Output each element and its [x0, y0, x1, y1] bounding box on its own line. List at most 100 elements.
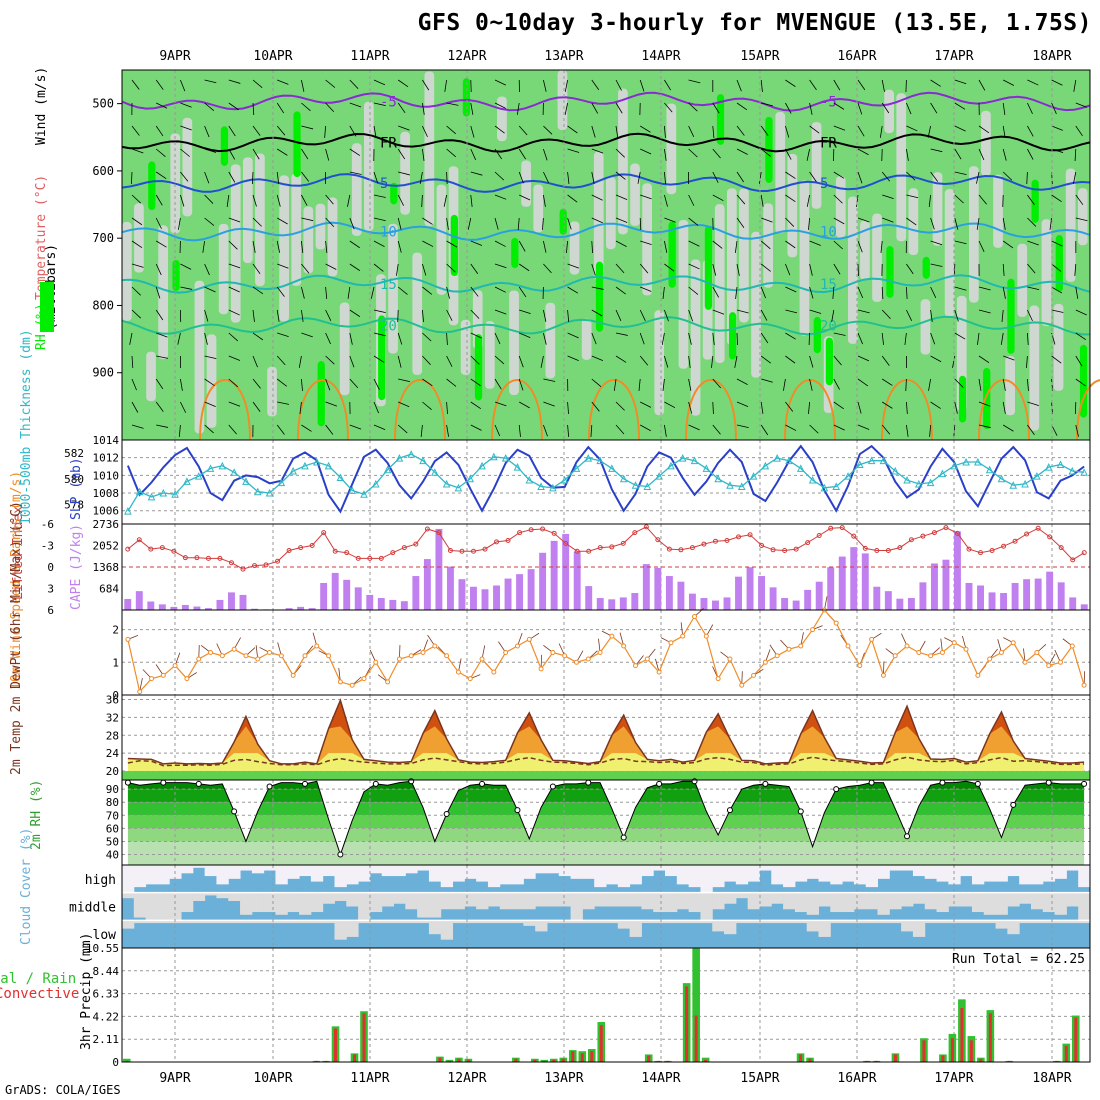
li-marker	[1081, 550, 1087, 556]
rh-moist-streak	[462, 78, 471, 117]
wind-barb	[349, 309, 361, 317]
wind-barb	[131, 125, 140, 136]
rh-dry-streak	[666, 103, 677, 195]
wind-barb	[881, 355, 890, 366]
cloud-cell	[546, 892, 560, 907]
wind-barb	[252, 263, 261, 274]
cape-bar	[204, 608, 212, 610]
wind-barb	[833, 79, 841, 91]
thickness-marker	[466, 474, 475, 483]
wind-barb	[156, 332, 168, 338]
wind-marker	[786, 646, 792, 652]
wind-barb	[978, 125, 990, 134]
wind-marker	[432, 643, 438, 649]
wind-barb	[1027, 424, 1035, 435]
wind-barb	[252, 355, 258, 368]
cape-bar	[735, 576, 742, 610]
wind-barb	[930, 286, 937, 298]
date-label-top: 13APR	[544, 49, 583, 64]
cloud-cell	[629, 920, 642, 937]
cloud-cell	[712, 865, 725, 888]
wind-barb	[736, 217, 745, 229]
wind-barb	[688, 355, 691, 368]
wind-marker	[385, 679, 391, 685]
wind-barb	[1075, 378, 1086, 387]
cape-bar	[815, 581, 823, 610]
wind-barb	[688, 332, 692, 345]
rh-dry-streak	[678, 219, 689, 369]
cloud-cell	[936, 865, 949, 882]
wind-marker	[621, 643, 627, 649]
wind-barb	[373, 171, 379, 184]
cloud-cell	[1030, 892, 1044, 910]
wind-marker	[349, 682, 355, 688]
wind-barb	[736, 125, 745, 136]
thickness-marker	[749, 472, 758, 480]
cloud-cell	[818, 892, 831, 907]
cloud-cell	[853, 892, 867, 910]
wind-barb	[736, 194, 746, 205]
wind-barb	[1027, 125, 1034, 137]
wind-barb	[664, 217, 676, 223]
cloud-cell	[428, 892, 442, 918]
wind-barb	[904, 332, 907, 345]
cloud-cell	[487, 892, 501, 907]
rh-moist-streak	[1031, 179, 1039, 223]
rh-marker	[656, 780, 663, 787]
wind-barb	[470, 286, 479, 297]
wind-barb	[228, 125, 236, 137]
wind-barb	[155, 217, 162, 229]
wind-barb	[155, 309, 164, 321]
wind-barb	[397, 309, 399, 323]
wind-barb	[833, 125, 846, 131]
rh-tick-label: 60	[106, 822, 119, 835]
precip-convective-bar	[694, 1015, 698, 1062]
rh-dry-streak	[412, 252, 423, 375]
wind-marker	[703, 633, 709, 639]
precip-convective-bar	[950, 1038, 954, 1062]
thickness-marker	[667, 461, 675, 470]
wind-barb	[688, 401, 693, 414]
wind-barb	[930, 171, 939, 182]
precip-tick-label: 2.11	[93, 1033, 120, 1046]
cloud-cell	[783, 920, 796, 924]
wind-marker	[278, 653, 284, 659]
cloud-cell	[181, 865, 194, 874]
cloud-cell	[971, 920, 985, 924]
cloud-cell	[983, 865, 997, 882]
wind-barb	[930, 102, 938, 114]
date-label-bottom: 17APR	[934, 1071, 973, 1086]
wind-barb	[494, 401, 507, 407]
cloud-cell	[476, 865, 489, 882]
wind-barb	[155, 286, 161, 299]
cloud-cell	[724, 920, 737, 935]
wind-barb	[567, 263, 579, 269]
wind-barb	[1027, 263, 1036, 274]
wind-barb	[809, 125, 820, 134]
wind-barb	[688, 125, 695, 138]
rh-dry-streak	[739, 188, 749, 323]
wind-barb	[325, 263, 337, 270]
cape-bar	[804, 589, 812, 610]
wind-barb	[180, 125, 192, 131]
date-label-top: 10APR	[253, 49, 292, 64]
thickness-marker	[832, 482, 841, 491]
wind-barb	[518, 424, 521, 437]
isotherm-line	[121, 173, 1091, 193]
cloud-cell	[452, 892, 465, 910]
cape-bar	[827, 567, 835, 610]
wind-barb	[809, 309, 822, 314]
rh-marker	[974, 780, 981, 787]
rh-dry-streak	[969, 166, 979, 303]
wind-barb	[906, 424, 909, 437]
wind-barb	[130, 171, 133, 185]
cloud-cell	[240, 865, 253, 871]
cloud-cell	[594, 920, 607, 924]
wind-marker	[892, 653, 898, 659]
wind-barb	[857, 286, 864, 299]
li-marker	[275, 558, 281, 564]
wind-barb	[517, 217, 520, 230]
thickness-marker	[608, 464, 616, 472]
cloud-cell	[440, 892, 454, 910]
wind-barb	[712, 240, 723, 249]
